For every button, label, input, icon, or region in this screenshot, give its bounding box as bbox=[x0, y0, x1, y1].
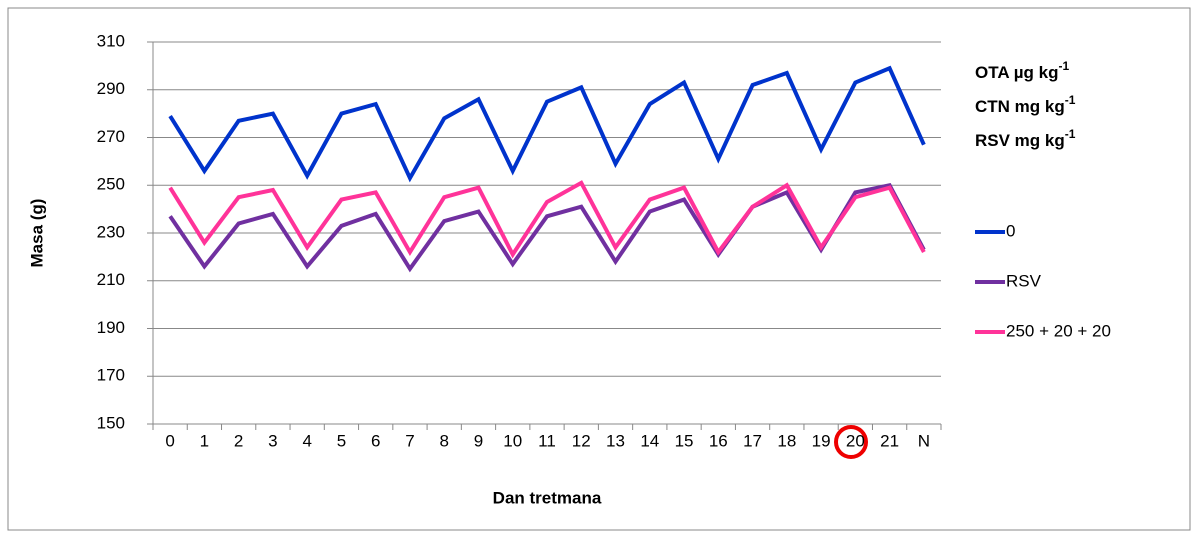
x-tick-label: 0 bbox=[165, 431, 174, 450]
annotation-sup: -1 bbox=[1058, 59, 1069, 73]
x-tick-label: 4 bbox=[302, 431, 311, 450]
y-tick-label: 150 bbox=[97, 413, 125, 432]
legend-label: 0 bbox=[1006, 221, 1015, 240]
annotation-sup: -1 bbox=[1065, 127, 1076, 141]
x-tick-label: 21 bbox=[880, 431, 899, 450]
series-line bbox=[168, 180, 926, 259]
x-tick-label: N bbox=[918, 431, 930, 450]
x-axis-title: Dan tretmana bbox=[493, 488, 602, 507]
series-line bbox=[168, 182, 926, 273]
x-tick-label: 1 bbox=[200, 431, 209, 450]
annotation-text: RSV mg kg bbox=[975, 131, 1065, 150]
x-tick-label: 12 bbox=[572, 431, 591, 450]
y-axis-title: Masa (g) bbox=[27, 199, 46, 268]
y-tick-label: 310 bbox=[97, 31, 125, 50]
y-tick-label: 250 bbox=[97, 175, 125, 194]
x-tick-label: 3 bbox=[268, 431, 277, 450]
y-tick-label: 270 bbox=[97, 127, 125, 146]
x-tick-label: 10 bbox=[503, 431, 522, 450]
x-tick-label: 6 bbox=[371, 431, 380, 450]
annotation-text: CTN mg kg bbox=[975, 97, 1065, 116]
x-tick-label: 8 bbox=[439, 431, 448, 450]
y-tick-label: 290 bbox=[97, 79, 125, 98]
x-tick-label: 13 bbox=[606, 431, 625, 450]
legend-label: RSV bbox=[1006, 271, 1042, 290]
x-tick-label: 19 bbox=[812, 431, 831, 450]
x-tick-label: 18 bbox=[777, 431, 796, 450]
annotation-sup: -1 bbox=[1065, 93, 1076, 107]
x-tick-label: 5 bbox=[337, 431, 346, 450]
x-tick-label: 17 bbox=[743, 431, 762, 450]
legend-label: 250 + 20 + 20 bbox=[1006, 321, 1111, 340]
annotation: RSV mg kg-1 bbox=[975, 127, 1076, 150]
series-line bbox=[168, 65, 926, 183]
y-tick-label: 210 bbox=[97, 270, 125, 289]
y-tick-label: 170 bbox=[97, 366, 125, 385]
x-tick-label: 14 bbox=[640, 431, 659, 450]
y-tick-label: 230 bbox=[97, 222, 125, 241]
x-tick-label: 20 bbox=[846, 431, 865, 450]
x-tick-label: 7 bbox=[405, 431, 414, 450]
x-tick-label: 9 bbox=[474, 431, 483, 450]
y-tick-label: 190 bbox=[97, 318, 125, 337]
x-tick-label: 16 bbox=[709, 431, 728, 450]
annotation: OTA µg kg-1 bbox=[975, 59, 1069, 82]
annotation: CTN mg kg-1 bbox=[975, 93, 1076, 116]
annotation-text: OTA µg kg bbox=[975, 63, 1058, 82]
chart-frame bbox=[7, 7, 1191, 531]
x-tick-label: 15 bbox=[675, 431, 694, 450]
x-tick-label: 11 bbox=[538, 431, 556, 450]
x-tick-label: 2 bbox=[234, 431, 243, 450]
highlight-circle bbox=[834, 425, 868, 459]
